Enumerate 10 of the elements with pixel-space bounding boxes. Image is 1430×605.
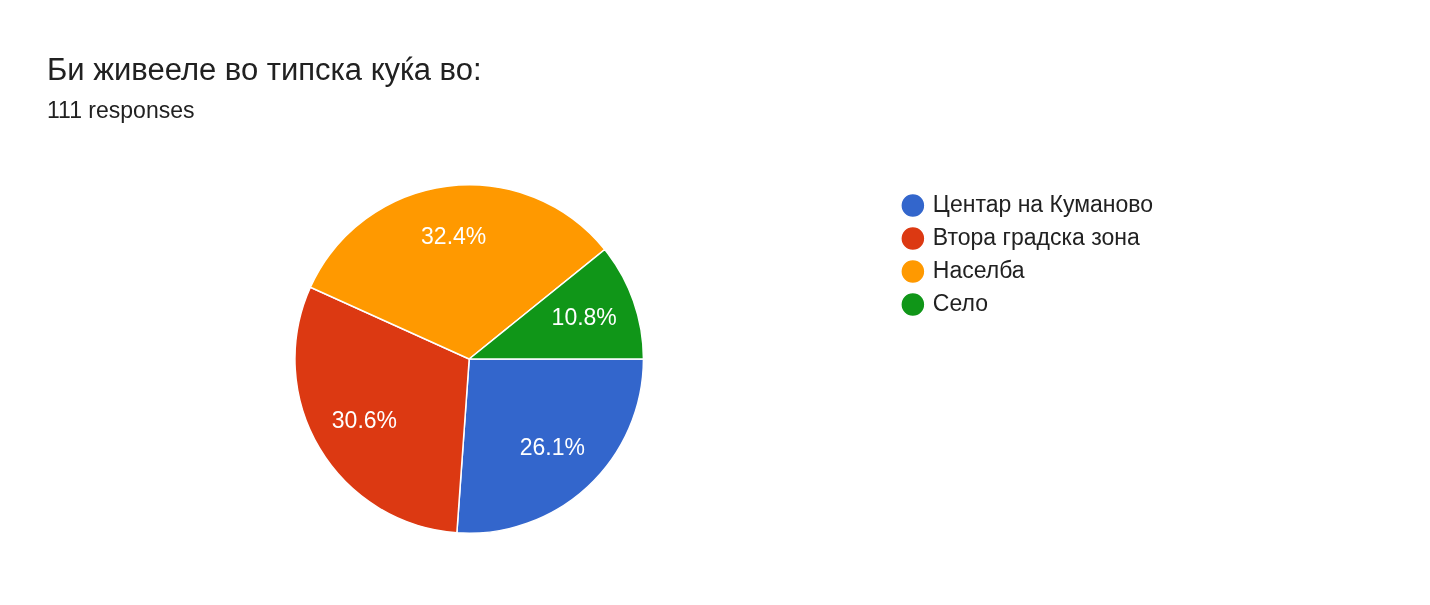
- legend-label: Населба: [932, 256, 1025, 283]
- legend-label: Центар на Куманово: [932, 190, 1154, 217]
- data-label: 26.1%: [519, 433, 585, 460]
- chart-title: Би живееле во типска куќа во:: [47, 51, 482, 89]
- data-label: 30.6%: [331, 406, 398, 433]
- legend-label: Втора градска зона: [932, 223, 1140, 250]
- chart-subtitle: 111 responses: [47, 96, 195, 125]
- legend-label: Село: [932, 289, 988, 316]
- data-label: 10.8%: [551, 303, 617, 330]
- data-label: 32.4%: [421, 223, 487, 250]
